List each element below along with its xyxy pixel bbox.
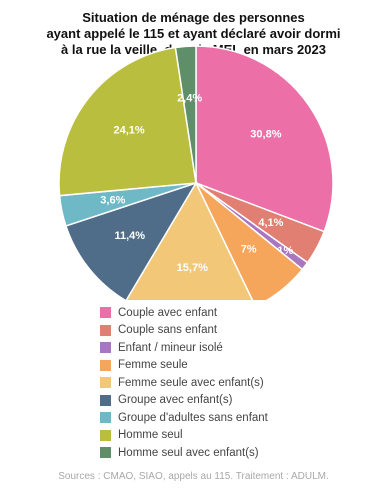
legend-item-femme-seule: Femme seule (100, 357, 268, 375)
slice-label-femme-seule-avec-enfant-s: 15,7% (177, 262, 208, 274)
legend-label: Groupe avec enfant(s) (118, 394, 233, 407)
slice-label-couple-avec-enfant: 30,8% (250, 129, 281, 141)
legend-swatch (100, 342, 111, 354)
legend-label: Homme seul avec enfant(s) (118, 446, 259, 459)
legend-label: Homme seul (118, 429, 183, 442)
legend-swatch (100, 394, 111, 406)
legend-item-homme-seul: Homme seul (100, 427, 268, 445)
legend-swatch (100, 377, 111, 389)
legend-label: Femme seule avec enfant(s) (118, 376, 264, 389)
chart-title-line-2: ayant appelé le 115 et ayant déclaré avo… (46, 26, 341, 41)
legend-item-femme-seule-avec-enfant-s: Femme seule avec enfant(s) (100, 374, 268, 392)
legend-swatch (100, 324, 111, 336)
pie-chart: 30,8%4,1%1%7%15,7%11,4%3,6%24,1%2,4% (58, 45, 334, 300)
legend-swatch (100, 447, 111, 459)
pie-slice-femme-seule-avec-enfant-s (125, 181, 254, 300)
legend-item-groupe-d-adultes-sans-enfant: Groupe d'adultes sans enfant (100, 409, 268, 427)
slice-label-groupe-d-adultes-sans-enfant: 3,6% (100, 194, 125, 206)
slice-label-couple-sans-enfant: 4,1% (258, 217, 283, 229)
chart-title-line-1: Situation de ménage des personnes (82, 10, 305, 25)
legend-swatch (100, 412, 111, 424)
slice-label-femme-seule: 7% (241, 244, 257, 256)
chart-legend: Couple avec enfant Couple sans enfant Enfa… (100, 304, 268, 462)
pie-slice-groupe-avec-enfant-s (64, 181, 198, 300)
legend-item-groupe-avec-enfant-s: Groupe avec enfant(s) (100, 392, 268, 410)
legend-swatch (100, 359, 111, 371)
chart-title: Situation de ménage des personnes ayant … (0, 10, 387, 58)
legend-swatch (100, 307, 111, 319)
pie-slice-femme-seule (195, 182, 304, 300)
legend-swatch (100, 429, 111, 441)
legend-item-couple-sans-enfant: Couple sans enfant (100, 322, 268, 340)
pie-slice-homme-seul (58, 46, 197, 197)
pie-slice-couple-avec-enfant (195, 45, 334, 233)
legend-label: Couple sans enfant (118, 324, 218, 337)
legend-item-couple-avec-enfant: Couple avec enfant (100, 304, 268, 322)
source-note: Sources : CMAO, SIAO, appels au 115. Tra… (58, 471, 329, 482)
legend-label: Groupe d'adultes sans enfant (118, 411, 268, 424)
legend-item-homme-seul-avec-enfant-s: Homme seul avec enfant(s) (100, 444, 268, 462)
legend-label: Femme seule (118, 359, 188, 372)
slice-label-groupe-avec-enfant-s: 11,4% (114, 230, 145, 242)
legend-item-enfant-mineur-isole: Enfant / mineur isolé (100, 339, 268, 357)
slice-label-homme-seul-avec-enfant-s: 2,4% (177, 92, 202, 104)
pie-slice-homme-seul-avec-enfant-s (174, 45, 197, 184)
slice-label-homme-seul: 24,1% (113, 125, 144, 137)
legend-label: Couple avec enfant (118, 306, 218, 319)
legend-label: Enfant / mineur isolé (118, 341, 223, 354)
